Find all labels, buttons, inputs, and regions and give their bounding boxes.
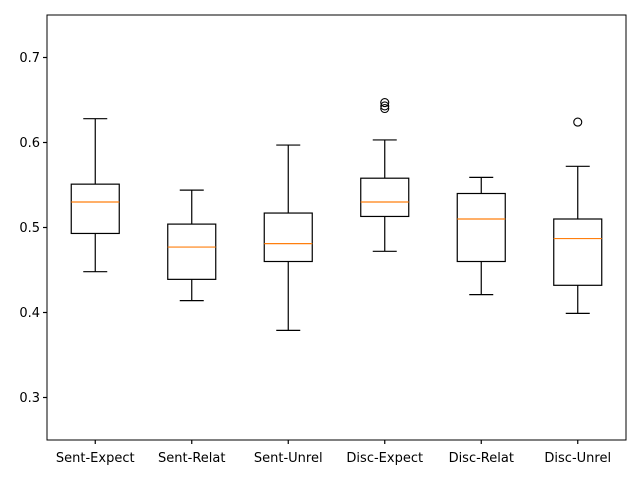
box: [360, 177, 410, 218]
x-tick-label: Disc-Expect: [346, 451, 423, 466]
y-tick-label: 0.5: [19, 221, 40, 236]
outlier-point: [380, 101, 390, 111]
y-tick-label: 0.3: [19, 391, 40, 406]
y-tick-label: 0.7: [19, 51, 40, 66]
y-tick-label: 0.6: [19, 136, 40, 151]
x-tick-label: Disc-Unrel: [544, 451, 611, 466]
outlier-point: [380, 98, 390, 108]
x-tick-label: Disc-Relat: [449, 451, 514, 466]
x-axis: Sent-Expect Sent-Relat Sent-Unrel Disc-Expe…: [56, 440, 611, 466]
box: [456, 192, 506, 263]
x-tick-label: Sent-Expect: [56, 451, 135, 466]
y-tick-label: 0.4: [19, 306, 40, 321]
plot-marks: [70, 98, 603, 331]
x-tick-label: Sent-Relat: [158, 451, 225, 466]
box-group-6: [553, 117, 603, 314]
box: [70, 183, 120, 235]
box: [263, 212, 313, 263]
box: [553, 218, 603, 286]
axes-frame: [46, 14, 627, 441]
y-axis: 0.3 0.4 0.5 0.6 0.7: [19, 51, 47, 406]
box-group-3: [263, 144, 313, 331]
outlier-point: [380, 103, 390, 114]
box-group-5: [456, 176, 506, 296]
box: [167, 223, 217, 280]
box-group-2: [167, 189, 217, 302]
box-group-1: [70, 118, 120, 273]
outlier-point: [573, 117, 583, 127]
x-tick-label: Sent-Unrel: [254, 451, 323, 466]
box-group-4: [360, 98, 410, 252]
